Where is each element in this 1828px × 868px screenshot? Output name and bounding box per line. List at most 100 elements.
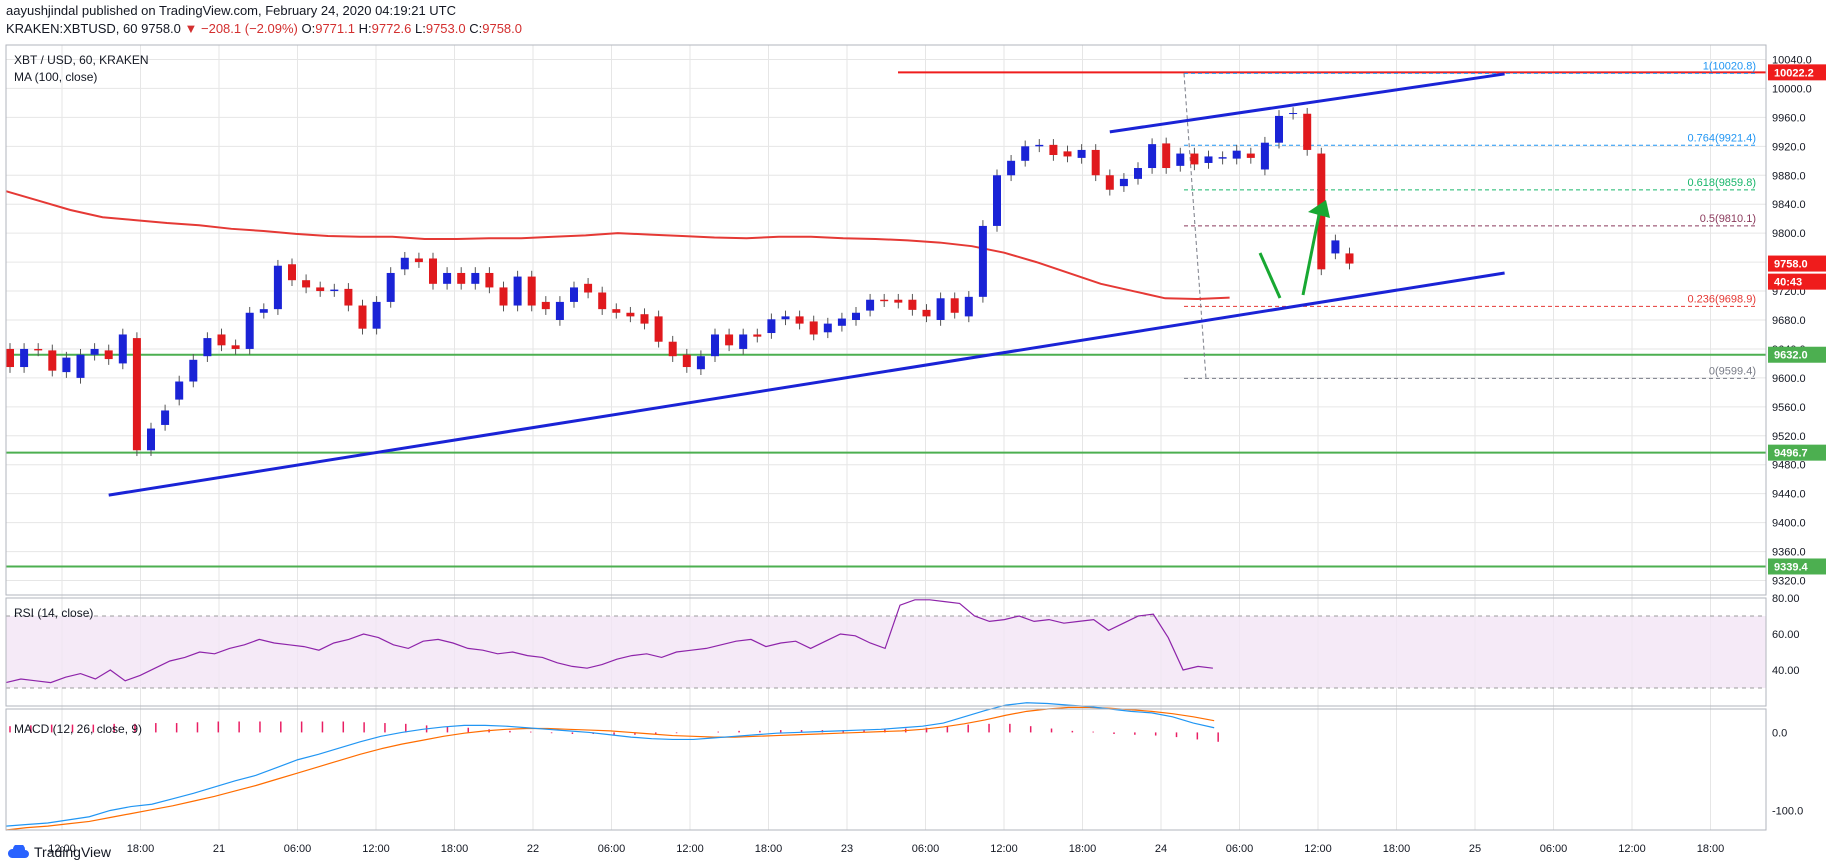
candle-down bbox=[795, 316, 804, 324]
candle-down bbox=[950, 298, 959, 313]
arrow-down-stroke bbox=[1258, 252, 1282, 299]
candle-down bbox=[1246, 153, 1255, 158]
last-price: 9758.0 bbox=[141, 21, 181, 36]
price-pane-border bbox=[5, 44, 1767, 596]
time-tick-label: 06:00 bbox=[912, 843, 940, 855]
candle-up bbox=[711, 334, 719, 357]
time-tick-label: 12:00 bbox=[676, 843, 704, 855]
price-tick-label: 10040.0 bbox=[1772, 54, 1812, 66]
candle-down bbox=[626, 312, 635, 317]
candle-up bbox=[259, 309, 268, 313]
publisher-name[interactable]: aayushjindal bbox=[6, 3, 79, 18]
close-label: C: bbox=[469, 21, 483, 36]
candle-down bbox=[429, 258, 437, 284]
rsi-line bbox=[5, 599, 1213, 684]
rsi-legend: RSI (14, close) bbox=[14, 606, 93, 620]
candle-up bbox=[696, 356, 705, 370]
chart-header: aayushjindal published on TradingView.co… bbox=[6, 2, 522, 38]
candle-down bbox=[231, 345, 240, 349]
published-info: published on TradingView.com, February 2… bbox=[81, 3, 457, 18]
price-tag-label: 9758.0 bbox=[1774, 259, 1808, 271]
candle-down bbox=[457, 272, 466, 284]
time-tick-label: 18:00 bbox=[755, 843, 783, 855]
symbol-label: KRAKEN:XBTUSD, bbox=[6, 21, 120, 36]
candle-up bbox=[555, 301, 564, 320]
candle-down bbox=[640, 314, 649, 324]
trend-lines bbox=[108, 72, 1505, 497]
time-tick-label: 24 bbox=[1155, 843, 1167, 855]
rsi-overbought-band bbox=[6, 616, 1766, 688]
price-tick-label: 9480.0 bbox=[1772, 460, 1806, 472]
time-tick-label: 12:00 bbox=[48, 843, 76, 855]
candle-up bbox=[513, 276, 522, 306]
tradingview-logo[interactable]: TradingView bbox=[6, 844, 111, 860]
time-tick-label: 06:00 bbox=[284, 843, 312, 855]
candle-up bbox=[62, 357, 71, 373]
price-tick-label: 9880.0 bbox=[1772, 170, 1806, 182]
candle-down bbox=[358, 305, 367, 329]
price-tick-label: 9960.0 bbox=[1772, 112, 1806, 124]
trend-line bbox=[108, 271, 1505, 497]
candle-up bbox=[739, 334, 748, 349]
candle-down bbox=[288, 264, 296, 281]
macd-panel bbox=[5, 702, 1219, 831]
time-tick-label: 18:00 bbox=[1383, 843, 1411, 855]
time-tick-label: 18:00 bbox=[127, 843, 155, 855]
candle-down bbox=[584, 283, 593, 293]
open-value: 9771.1 bbox=[315, 21, 355, 36]
fib-label: 0.618(9859.8) bbox=[1688, 177, 1757, 189]
cloud-icon bbox=[7, 845, 29, 858]
time-tick-label: 18:00 bbox=[441, 843, 469, 855]
fib-label: 0(9599.4) bbox=[1709, 365, 1756, 377]
candle-up bbox=[273, 265, 282, 310]
fib-label: 1(10020.8) bbox=[1703, 60, 1756, 72]
candle-up bbox=[372, 301, 381, 329]
level-tag bbox=[1768, 444, 1826, 461]
candle-up bbox=[1289, 113, 1298, 115]
price-tick-label: 9920.0 bbox=[1772, 141, 1806, 153]
candle-down bbox=[654, 316, 663, 342]
price-tick-label: 9560.0 bbox=[1772, 402, 1806, 414]
time-tick-label: 21 bbox=[213, 843, 225, 855]
candle-down bbox=[753, 334, 762, 337]
candle-up bbox=[245, 312, 254, 349]
candle-down bbox=[1049, 144, 1058, 155]
candle-up bbox=[978, 225, 987, 297]
fib-trend bbox=[1183, 73, 1207, 379]
candle-up bbox=[781, 316, 790, 320]
candle-down bbox=[894, 299, 903, 303]
candle-down bbox=[48, 350, 57, 371]
candle-down bbox=[541, 301, 550, 310]
price-tick-label: 9840.0 bbox=[1772, 199, 1806, 211]
candle-up bbox=[1204, 156, 1213, 163]
candle-up bbox=[443, 272, 452, 284]
high-value: 9772.6 bbox=[371, 21, 412, 36]
annotations bbox=[1258, 200, 1330, 299]
legend-ma: MA (100, close) bbox=[14, 70, 97, 84]
fib-label: 0.764(9921.4) bbox=[1688, 132, 1757, 144]
candle-up bbox=[964, 296, 973, 317]
candle-down bbox=[302, 280, 311, 288]
candle-up bbox=[1148, 144, 1157, 169]
time-tick-label: 18:00 bbox=[1697, 843, 1725, 855]
level-tag-label: 9339.4 bbox=[1774, 561, 1809, 573]
candle-up bbox=[76, 354, 85, 378]
candle-up bbox=[1021, 146, 1030, 161]
rsi-tick-label: 80.00 bbox=[1772, 593, 1800, 605]
candle-up bbox=[1119, 178, 1128, 187]
candle-up bbox=[90, 348, 99, 355]
time-tick-label: 06:00 bbox=[598, 843, 626, 855]
time-tick-label: 12:00 bbox=[1618, 843, 1646, 855]
candle-down bbox=[1190, 153, 1199, 165]
candle-down bbox=[880, 299, 889, 302]
candle-up bbox=[1218, 157, 1227, 159]
ma100-line bbox=[5, 190, 1230, 301]
interval-label: 60 bbox=[123, 21, 138, 36]
candle-up bbox=[147, 428, 155, 451]
candle-up bbox=[993, 175, 1001, 226]
candle-down bbox=[344, 288, 353, 306]
candle-down bbox=[6, 348, 14, 368]
brand-name: TradingView bbox=[34, 844, 112, 860]
time-tick-label: 23 bbox=[841, 843, 853, 855]
